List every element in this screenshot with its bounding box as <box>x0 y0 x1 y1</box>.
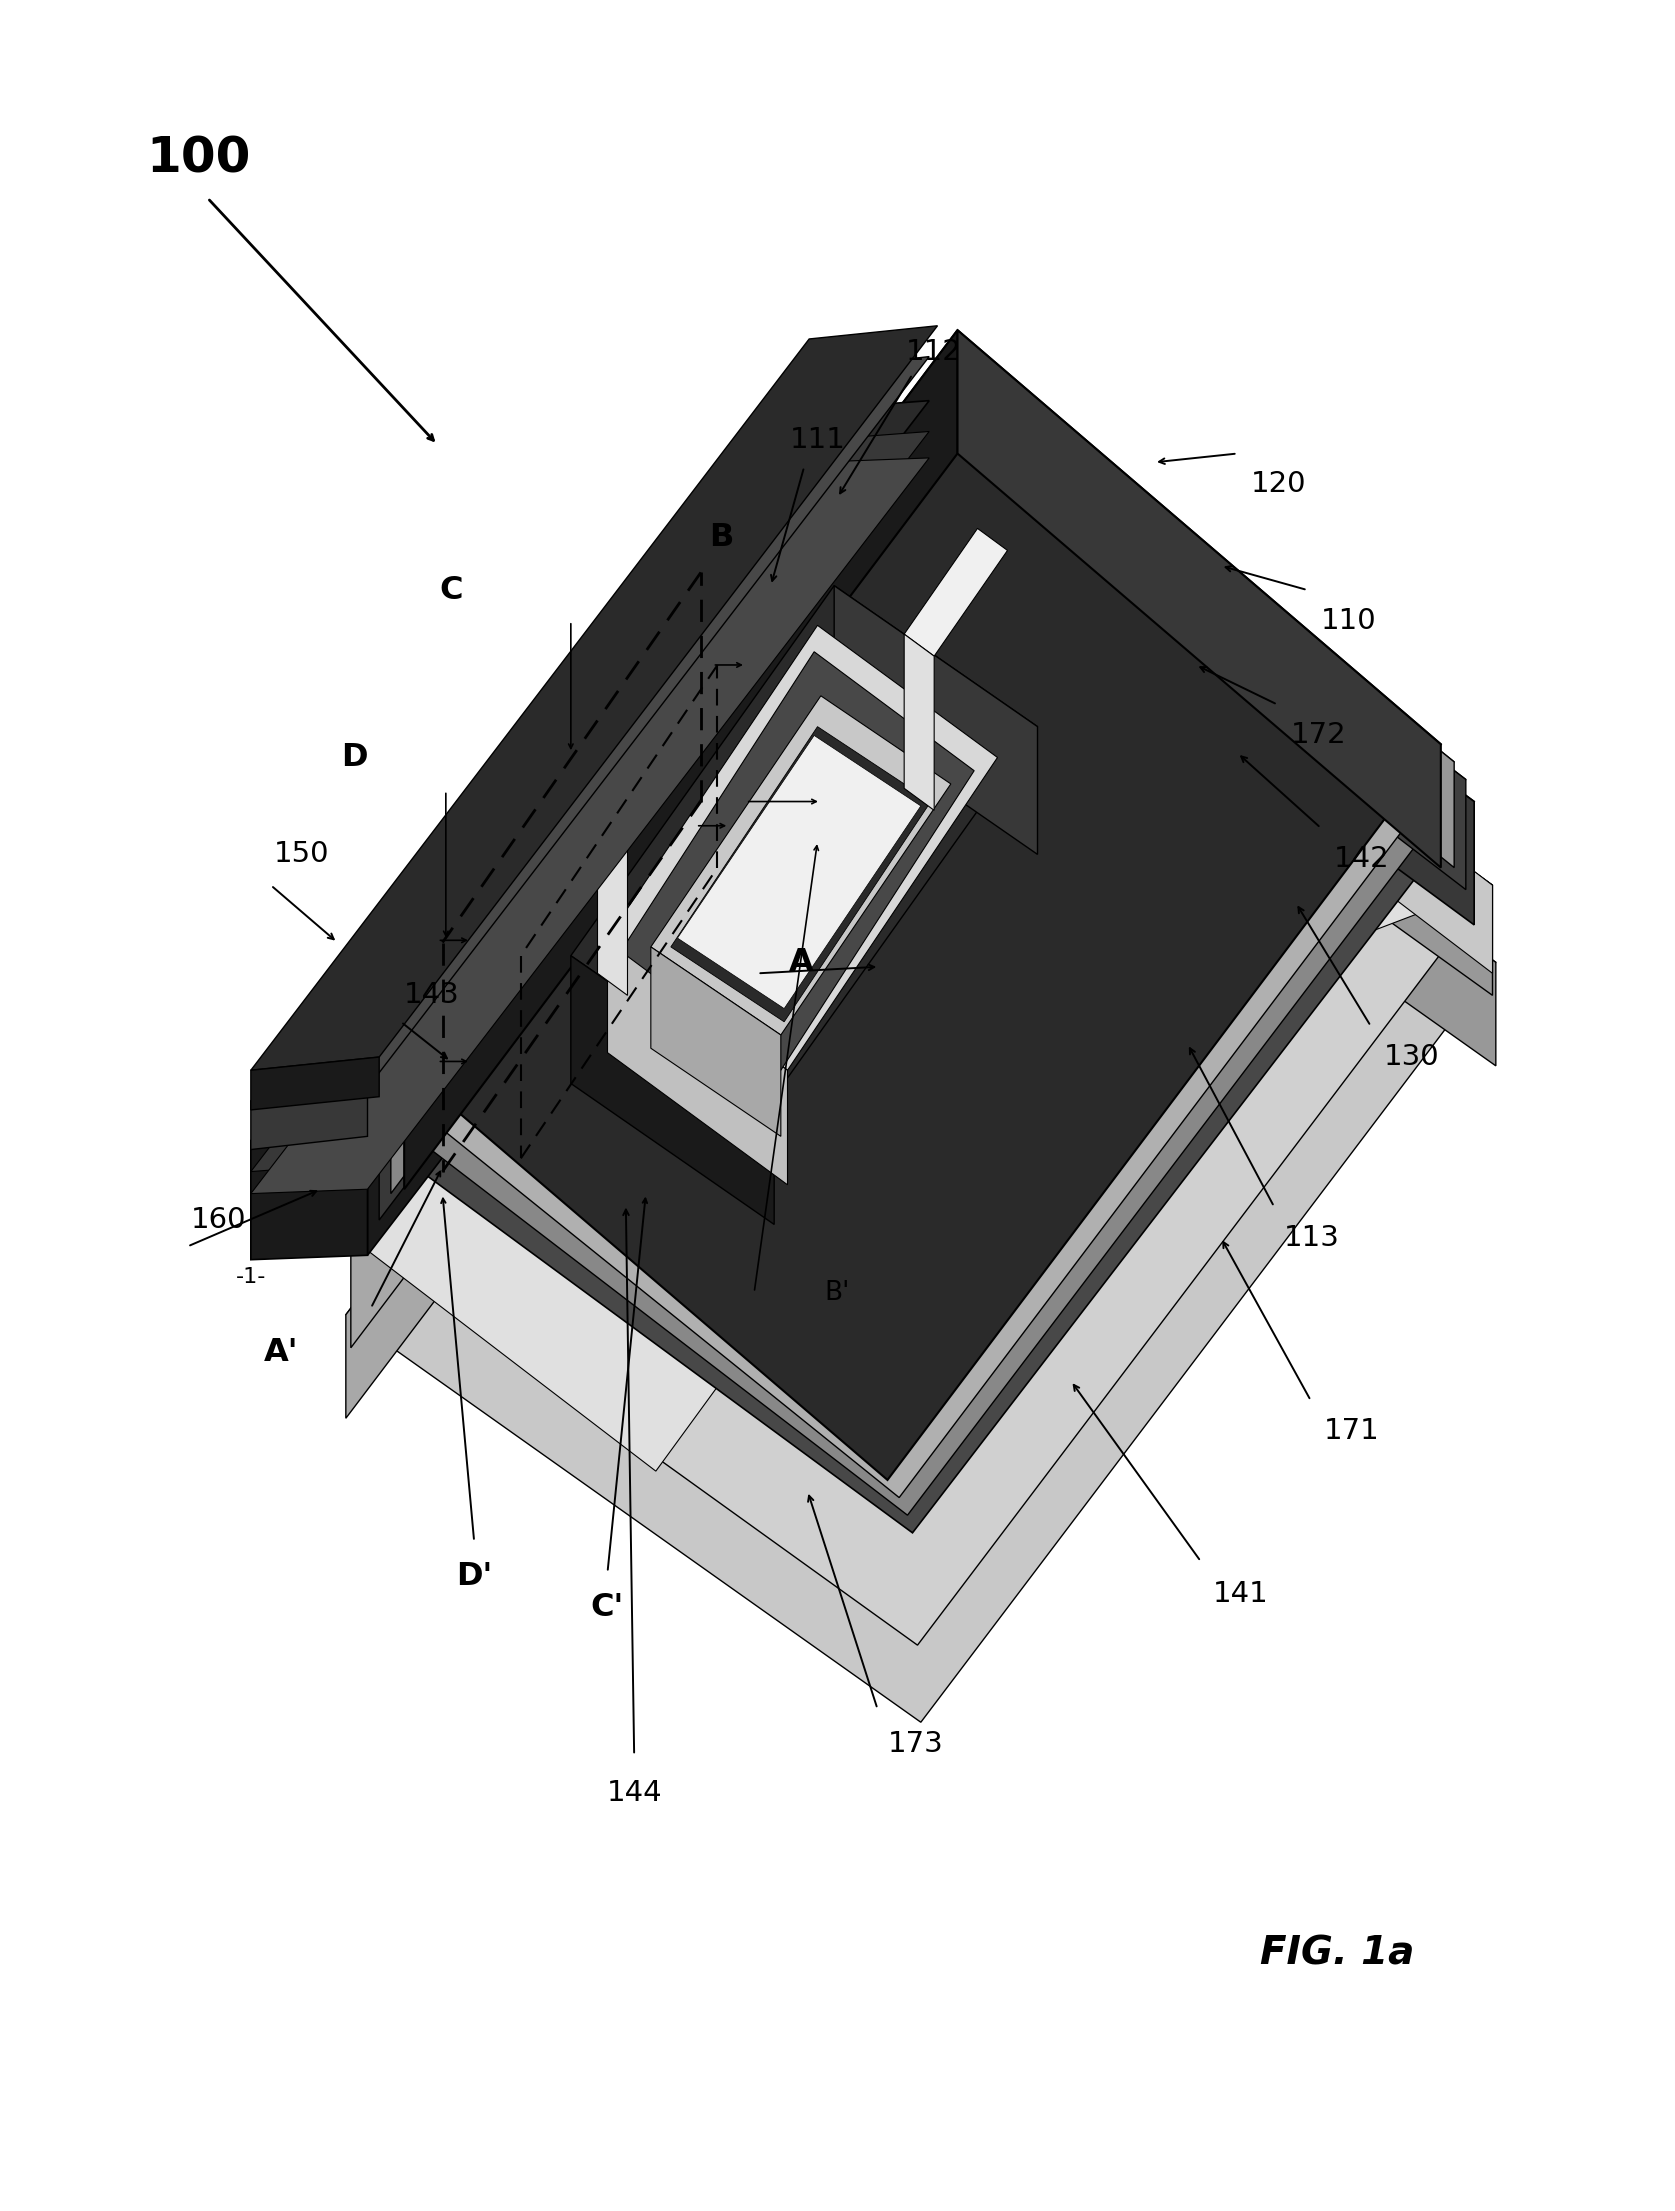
Polygon shape <box>958 329 1440 867</box>
Polygon shape <box>404 329 1440 1479</box>
Text: 120: 120 <box>1251 471 1306 497</box>
Polygon shape <box>608 937 787 1185</box>
Text: D': D' <box>456 1561 492 1592</box>
Polygon shape <box>251 1057 379 1110</box>
Text: 130: 130 <box>1384 1044 1440 1070</box>
Text: 141: 141 <box>1213 1581 1268 1607</box>
Text: 150: 150 <box>275 840 330 869</box>
Polygon shape <box>367 400 1474 1532</box>
Polygon shape <box>345 555 1496 1722</box>
Polygon shape <box>938 374 1466 889</box>
Polygon shape <box>251 458 930 1194</box>
Polygon shape <box>834 586 1037 853</box>
Text: -1-: -1- <box>236 1267 266 1287</box>
Polygon shape <box>251 400 930 1141</box>
Polygon shape <box>652 696 951 1035</box>
Polygon shape <box>251 431 930 1172</box>
Text: 173: 173 <box>888 1731 943 1758</box>
Polygon shape <box>608 626 998 1070</box>
Text: A: A <box>789 946 812 977</box>
Text: 110: 110 <box>1322 606 1377 635</box>
Polygon shape <box>379 374 938 1220</box>
Polygon shape <box>598 818 628 995</box>
Text: 143: 143 <box>404 982 461 1010</box>
Polygon shape <box>350 867 926 1470</box>
Text: B: B <box>709 522 734 553</box>
Text: D: D <box>342 743 367 774</box>
Polygon shape <box>251 1132 367 1260</box>
Text: 100: 100 <box>146 135 250 181</box>
Polygon shape <box>946 352 1454 867</box>
Text: FIG. 1a: FIG. 1a <box>1260 1935 1415 1972</box>
Text: B': B' <box>824 1280 851 1307</box>
Polygon shape <box>390 352 946 1194</box>
Polygon shape <box>251 325 938 1070</box>
Polygon shape <box>390 352 1454 1497</box>
Polygon shape <box>350 478 926 1349</box>
Polygon shape <box>670 727 931 1021</box>
Polygon shape <box>350 478 1492 1645</box>
Polygon shape <box>621 652 975 1070</box>
Text: C: C <box>439 575 462 606</box>
Text: 144: 144 <box>606 1778 662 1806</box>
Polygon shape <box>930 400 1474 924</box>
Text: A': A' <box>263 1338 298 1369</box>
Polygon shape <box>251 1088 367 1150</box>
Text: C': C' <box>591 1592 625 1623</box>
Polygon shape <box>598 714 700 840</box>
Polygon shape <box>926 478 1492 995</box>
Polygon shape <box>677 736 921 1008</box>
Polygon shape <box>367 400 930 1256</box>
Text: 111: 111 <box>789 427 846 453</box>
Text: 160: 160 <box>191 1205 246 1234</box>
Text: 172: 172 <box>1291 721 1347 750</box>
Text: 113: 113 <box>1285 1223 1340 1251</box>
Polygon shape <box>921 555 1496 1066</box>
Polygon shape <box>571 955 774 1225</box>
Polygon shape <box>1137 621 1492 973</box>
Polygon shape <box>345 555 921 1417</box>
Polygon shape <box>905 528 1007 657</box>
Polygon shape <box>652 946 781 1136</box>
Polygon shape <box>379 374 1466 1515</box>
Polygon shape <box>404 329 958 1190</box>
Text: 142: 142 <box>1335 845 1390 873</box>
Polygon shape <box>571 586 1037 1097</box>
Polygon shape <box>251 356 930 1101</box>
Polygon shape <box>905 635 935 811</box>
Text: 112: 112 <box>906 338 961 367</box>
Polygon shape <box>621 478 1492 1101</box>
Text: 171: 171 <box>1325 1417 1380 1446</box>
